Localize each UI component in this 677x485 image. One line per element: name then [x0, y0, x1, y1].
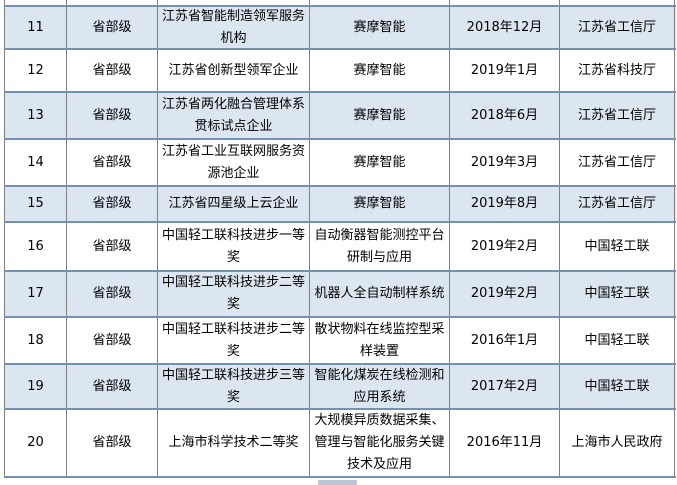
cell-date: 2019年2月 [450, 223, 560, 270]
cell-no: 20 [4, 410, 67, 476]
cell-level: 省部级 [67, 223, 158, 270]
cell-level: 省部级 [67, 187, 158, 221]
cell-issuer: 中国轻工联 [560, 318, 675, 363]
cell-issuer: 江苏省科技厅 [560, 50, 675, 91]
cell-no: 16 [4, 223, 67, 270]
cell-date: 2018年6月 [450, 93, 560, 138]
table-row: 20 省部级 上海市科学技术二等奖 大规模异质数据采集、管理与智能化服务关键技术… [4, 410, 676, 478]
cell-project: 自动衡器智能测控平台研制与应用 [310, 223, 450, 270]
cell-no: 18 [4, 318, 67, 363]
cell-level: 省部级 [67, 272, 158, 316]
cell-no: 15 [4, 187, 67, 221]
cell-date: 2017年2月 [450, 365, 560, 408]
cell-project: 赛摩智能 [310, 50, 450, 91]
cell-level: 省部级 [67, 140, 158, 185]
cell-issuer: 江苏省工信厅 [560, 187, 675, 221]
awards-table: 11 省部级 江苏省智能制造领军服务机构 赛摩智能 2018年12月 江苏省工信… [4, 0, 676, 478]
cell-date: 2016年1月 [450, 318, 560, 363]
table-row: 15 省部级 江苏省四星级上云企业 赛摩智能 2019年8月 江苏省工信厅 [4, 187, 676, 223]
table-row: 13 省部级 江苏省两化融合管理体系贯标试点企业 赛摩智能 2018年6月 江苏… [4, 93, 676, 140]
cell-issuer: 中国轻工联 [560, 223, 675, 270]
cell-level [67, 0, 158, 5]
cell-date [450, 0, 560, 5]
cell-project [310, 0, 450, 5]
cell-date: 2019年2月 [450, 272, 560, 316]
cell-level: 省部级 [67, 365, 158, 408]
cell-date: 2018年12月 [450, 7, 560, 48]
cell-award [158, 0, 310, 5]
cell-award: 中国轻工联科技进步二等奖 [158, 318, 310, 363]
cell-level: 省部级 [67, 50, 158, 91]
cell-issuer: 江苏省工信厅 [560, 140, 675, 185]
cell-award: 江苏省工业互联网服务资源池企业 [158, 140, 310, 185]
cell-award: 上海市科学技术二等奖 [158, 410, 310, 476]
cell-no: 11 [4, 7, 67, 48]
table-row: 14 省部级 江苏省工业互联网服务资源池企业 赛摩智能 2019年3月 江苏省工… [4, 140, 676, 187]
cell-date: 2019年8月 [450, 187, 560, 221]
cell-award: 江苏省两化融合管理体系贯标试点企业 [158, 93, 310, 138]
cell-level: 省部级 [67, 7, 158, 48]
cell-date: 2019年1月 [450, 50, 560, 91]
table-row: 18 省部级 中国轻工联科技进步二等奖 散状物料在线监控型采样装置 2016年1… [4, 318, 676, 365]
cell-issuer [560, 0, 675, 5]
table-row: 12 省部级 江苏省创新型领军企业 赛摩智能 2019年1月 江苏省科技厅 [4, 50, 676, 93]
cell-project: 赛摩智能 [310, 7, 450, 48]
cell-date: 2016年11月 [450, 410, 560, 476]
table-row: 11 省部级 江苏省智能制造领军服务机构 赛摩智能 2018年12月 江苏省工信… [4, 7, 676, 50]
cell-issuer: 江苏省工信厅 [560, 93, 675, 138]
table-row: 17 省部级 中国轻工联科技进步二等奖 机器人全自动制样系统 2019年2月 中… [4, 272, 676, 318]
table-row: 19 省部级 中国轻工联科技进步三等奖 智能化煤炭在线检测和应用系统 2017年… [4, 365, 676, 410]
cell-no: 13 [4, 93, 67, 138]
cell-issuer: 中国轻工联 [560, 365, 675, 408]
cell-no: 19 [4, 365, 67, 408]
cell-no [4, 0, 67, 5]
cell-no: 17 [4, 272, 67, 316]
cell-project: 赛摩智能 [310, 187, 450, 221]
cell-no: 14 [4, 140, 67, 185]
cell-award: 江苏省四星级上云企业 [158, 187, 310, 221]
table-row: 16 省部级 中国轻工联科技进步一等奖 自动衡器智能测控平台研制与应用 2019… [4, 223, 676, 272]
cell-project: 机器人全自动制样系统 [310, 272, 450, 316]
cell-project: 赛摩智能 [310, 93, 450, 138]
cell-level: 省部级 [67, 93, 158, 138]
cell-level: 省部级 [67, 318, 158, 363]
cell-award: 中国轻工联科技进步一等奖 [158, 223, 310, 270]
cell-award: 中国轻工联科技进步三等奖 [158, 365, 310, 408]
cell-no: 12 [4, 50, 67, 91]
cell-award: 中国轻工联科技进步二等奖 [158, 272, 310, 316]
cell-award: 江苏省智能制造领军服务机构 [158, 7, 310, 48]
cell-award: 江苏省创新型领军企业 [158, 50, 310, 91]
table-row-partial [4, 0, 676, 7]
cell-issuer: 中国轻工联 [560, 272, 675, 316]
cell-project: 智能化煤炭在线检测和应用系统 [310, 365, 450, 408]
cell-project: 散状物料在线监控型采样装置 [310, 318, 450, 363]
cell-issuer: 江苏省工信厅 [560, 7, 675, 48]
cell-level: 省部级 [67, 410, 158, 476]
cell-issuer: 上海市人民政府 [560, 410, 675, 476]
horizontal-scrollbar-thumb[interactable] [318, 480, 357, 485]
cell-project: 大规模异质数据采集、管理与智能化服务关键技术及应用 [310, 410, 450, 476]
cell-project: 赛摩智能 [310, 140, 450, 185]
cell-date: 2019年3月 [450, 140, 560, 185]
